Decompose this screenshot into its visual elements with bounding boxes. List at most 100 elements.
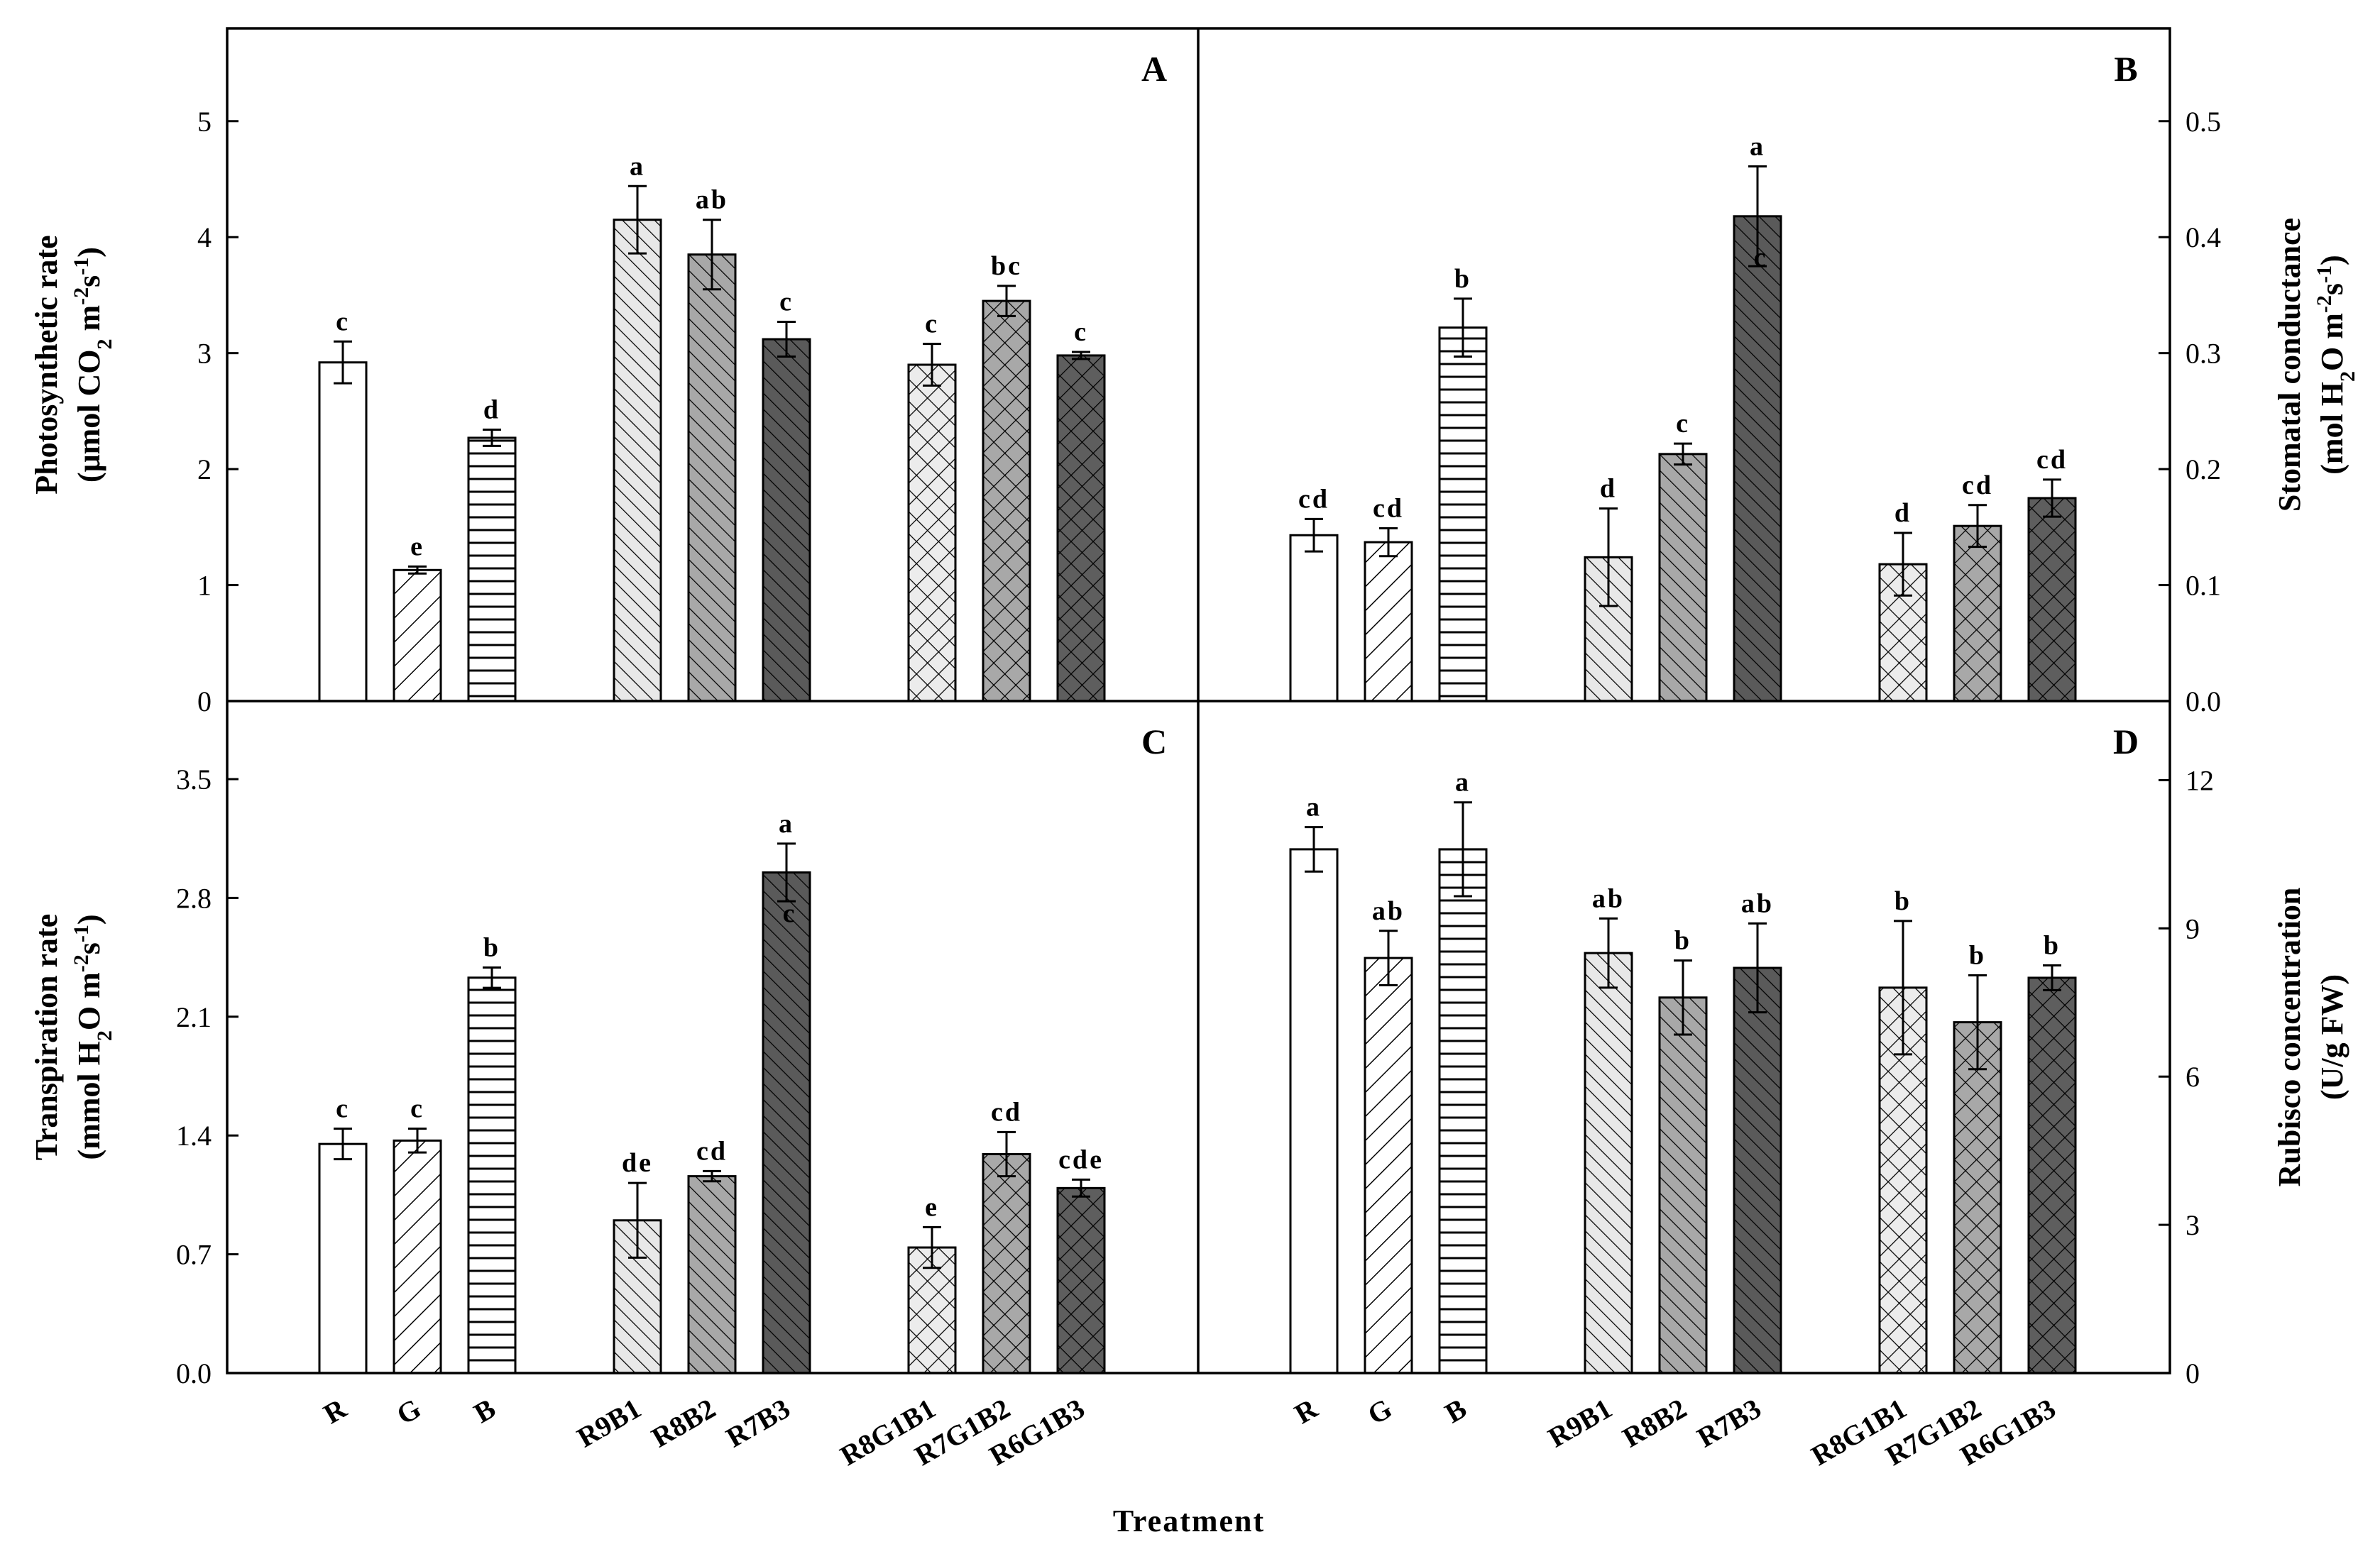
- bar-d-R: [1289, 848, 1339, 1374]
- significance-letter-b-R6G1B3: cd: [2036, 445, 2068, 475]
- significance-letter-a-R8B2: ab: [696, 185, 728, 215]
- bar-c-R6G1B3: [1056, 1186, 1106, 1374]
- significance-letter-c-R8B2: cd: [696, 1136, 728, 1166]
- x-category-label-d-R9B1: R9B1: [1542, 1392, 1617, 1454]
- y-tick-label-a-4: 4: [197, 221, 212, 253]
- bar-c-R8B2: [687, 1175, 737, 1374]
- y-tick-label-d-2: 6: [2186, 1061, 2200, 1093]
- y-tick-label-a-5: 5: [197, 106, 212, 138]
- x-axis-title: Treatment: [1113, 1504, 1265, 1538]
- y-tick-label-c-5: 3.5: [176, 764, 212, 795]
- x-category-label-c-R9B1: R9B1: [571, 1392, 646, 1454]
- significance-letter-d-R6G1B3: b: [2044, 931, 2061, 961]
- significance-letter-d-R8G1B1: b: [1894, 886, 1912, 916]
- significance-letter-a-G: e: [410, 531, 424, 561]
- frame-layer: [226, 27, 2171, 1374]
- significance-letter-b-R: cd: [1298, 484, 1329, 514]
- bar-d-R9B1: [1584, 952, 1633, 1374]
- significance-letter-d-R: a: [1306, 793, 1322, 822]
- significance-letter-c-R7B3: a: [779, 809, 794, 839]
- bar-d-R8B2: [1658, 996, 1708, 1374]
- bar-d-B: [1438, 848, 1488, 1374]
- bar-b-G: [1364, 541, 1413, 702]
- significance-letter-a-R6G1B3: c: [1074, 317, 1088, 347]
- significance-letter-b-R7G1B2: cd: [1962, 470, 1993, 500]
- significance-letter-c-R: c: [336, 1094, 350, 1124]
- bars-layer: [318, 165, 2077, 1374]
- significance-letter-a-R9B1: a: [630, 151, 645, 181]
- bar-d-R7G1B2: [1953, 1021, 2002, 1374]
- bar-b-R7G1B2: [1953, 524, 2002, 702]
- inner-annotation-c-R7B3: c: [783, 899, 795, 929]
- bar-b-R8G1B1: [1878, 563, 1928, 702]
- y-tick-label-b-2: 0.2: [2186, 453, 2221, 485]
- y-axis-label-a-line2: (μmol CO2 m-2s-1): [70, 247, 116, 483]
- bar-b-R8B2: [1658, 453, 1708, 702]
- significance-letter-b-R8G1B1: d: [1894, 498, 1912, 528]
- y-axis-label-d-line2: (U/g FW): [2315, 974, 2349, 1100]
- significance-letter-b-G: cd: [1373, 493, 1404, 523]
- bar-c-B: [467, 976, 517, 1374]
- y-tick-label-d-3: 9: [2186, 913, 2200, 944]
- y-axis-label-a-line1: Photosynthetic rate: [29, 235, 64, 494]
- significance-letter-a-R8G1B1: c: [925, 309, 939, 339]
- y-tick-label-a-1: 1: [197, 570, 212, 602]
- significance-letter-b-B: b: [1454, 264, 1471, 294]
- y-tick-label-a-3: 3: [197, 338, 212, 370]
- y-tick-label-c-1: 0.7: [176, 1239, 212, 1271]
- bar-b-R7B3: [1733, 215, 1782, 702]
- significance-letter-a-B: d: [483, 395, 500, 425]
- bar-c-G: [393, 1139, 442, 1374]
- inner-annotation-b-R7B3: c: [1754, 243, 1766, 272]
- x-category-label-d-G: G: [1362, 1392, 1397, 1431]
- y-tick-label-b-0: 0.0: [2186, 685, 2221, 717]
- bar-a-R8B2: [687, 253, 737, 702]
- y-axis-label-b-line1: Stomatal conductance: [2272, 218, 2307, 512]
- significance-letter-d-R7G1B2: b: [1969, 940, 1986, 970]
- significance-letter-b-R7B3: a: [1750, 132, 1765, 162]
- y-tick-label-a-0: 0: [197, 685, 212, 717]
- bar-a-R7G1B2: [982, 299, 1031, 702]
- x-category-label-d-R: R: [1289, 1392, 1323, 1430]
- y-tick-label-c-2: 1.4: [176, 1120, 212, 1152]
- x-category-label-d-R7B3: R7B3: [1691, 1392, 1766, 1454]
- y-tick-label-b-5: 0.5: [2186, 106, 2221, 138]
- bar-b-R6G1B3: [2027, 497, 2077, 702]
- y-axis-label-c-line1: Transpiration rate: [29, 914, 64, 1161]
- x-category-label-d-R8B2: R8B2: [1617, 1392, 1691, 1454]
- bar-d-G: [1364, 957, 1413, 1374]
- bar-a-G: [393, 568, 442, 702]
- significance-letter-d-G: ab: [1372, 896, 1405, 926]
- bar-b-B: [1438, 326, 1488, 702]
- panel-letter-b: B: [2114, 49, 2137, 89]
- y-tick-label-b-4: 0.4: [2186, 221, 2221, 253]
- significance-letter-c-G: c: [410, 1094, 424, 1124]
- bar-c-R7B3: [762, 871, 811, 1374]
- significance-letter-c-R6G1B3: cde: [1058, 1145, 1104, 1174]
- significance-letter-c-B: b: [483, 932, 500, 962]
- significance-letter-a-R7G1B2: bc: [991, 251, 1022, 281]
- bar-d-R7B3: [1733, 966, 1782, 1374]
- significance-letter-b-R8B2: c: [1676, 409, 1690, 439]
- bar-a-R: [318, 361, 368, 702]
- panel-letter-c: C: [1141, 722, 1167, 761]
- x-category-label-c-G: G: [391, 1392, 426, 1431]
- y-tick-label-c-3: 2.1: [176, 1001, 212, 1033]
- significance-letter-c-R8G1B1: e: [925, 1192, 939, 1222]
- x-category-label-c-R: R: [318, 1392, 352, 1430]
- y-tick-label-a-2: 2: [197, 453, 212, 485]
- panel-letter-d: D: [2113, 722, 2139, 761]
- significance-letter-d-R7B3: ab: [1741, 888, 1774, 918]
- y-axis-label-c-line2: (mmol H2O m-2s-1): [70, 914, 116, 1159]
- y-tick-label-b-3: 0.3: [2186, 338, 2221, 370]
- bar-a-R8G1B1: [907, 363, 957, 702]
- significance-letter-c-R9B1: de: [622, 1148, 653, 1178]
- bar-a-R6G1B3: [1056, 354, 1106, 702]
- significance-letter-a-R: c: [336, 307, 350, 336]
- bar-a-R9B1: [613, 219, 662, 702]
- significance-letter-d-R9B1: ab: [1592, 883, 1625, 913]
- y-tick-label-b-1: 0.1: [2186, 570, 2221, 602]
- bar-c-R7G1B2: [982, 1153, 1031, 1374]
